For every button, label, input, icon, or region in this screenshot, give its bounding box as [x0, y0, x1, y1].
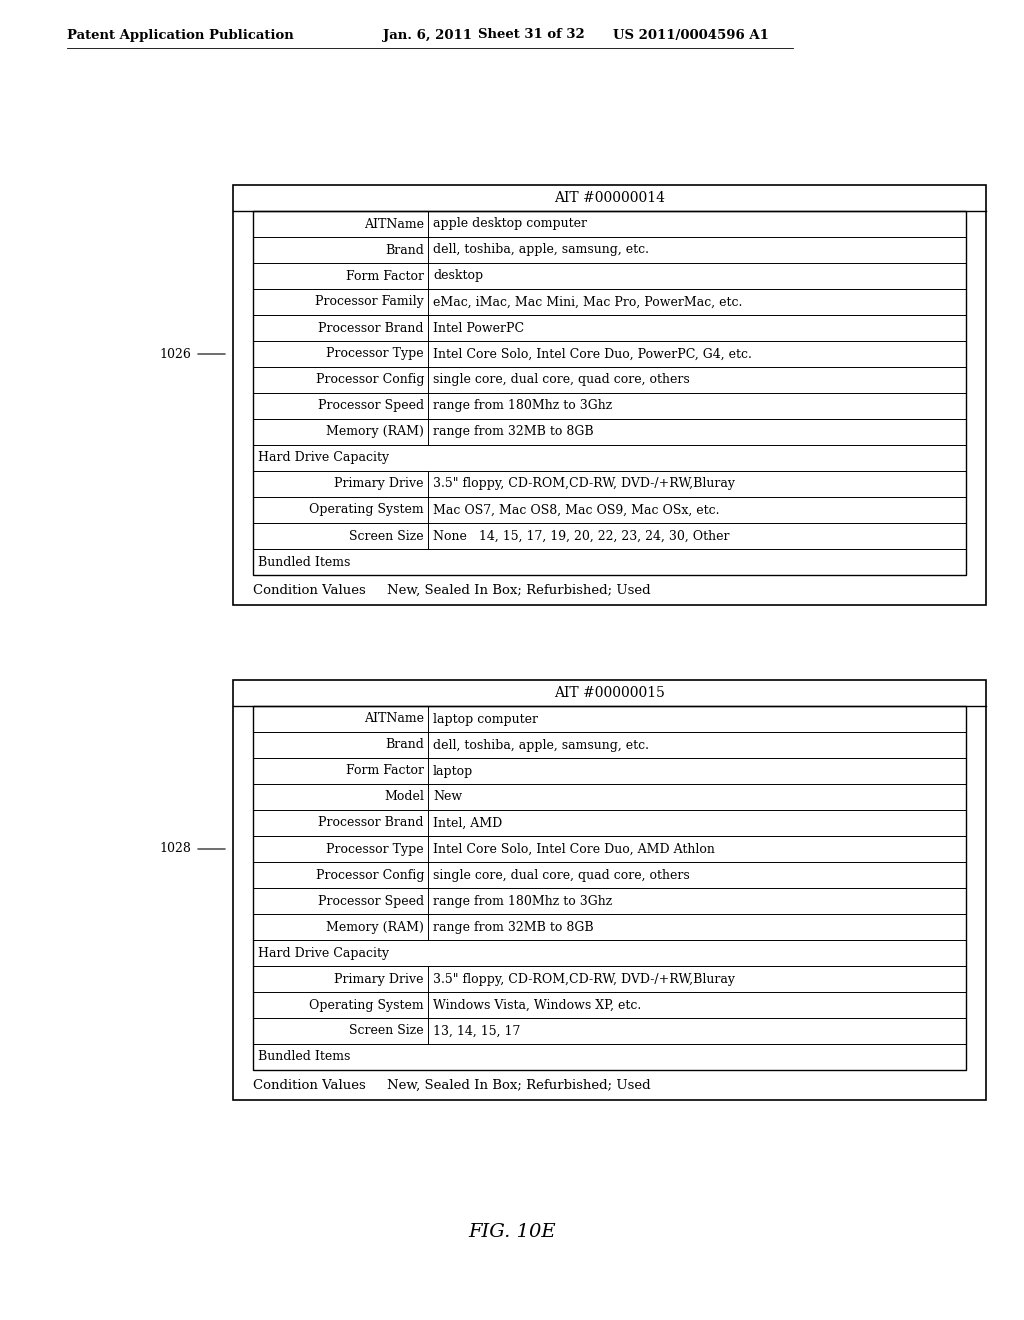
Text: US 2011/0004596 A1: US 2011/0004596 A1 — [613, 29, 769, 41]
Text: Form Factor: Form Factor — [346, 269, 424, 282]
Text: Primary Drive: Primary Drive — [335, 973, 424, 986]
Text: AITName: AITName — [364, 713, 424, 726]
Text: 13, 14, 15, 17: 13, 14, 15, 17 — [433, 1024, 520, 1038]
Text: Mac OS7, Mac OS8, Mac OS9, Mac OSx, etc.: Mac OS7, Mac OS8, Mac OS9, Mac OSx, etc. — [433, 503, 720, 516]
Text: 1026: 1026 — [159, 347, 191, 360]
Text: FIG. 10E: FIG. 10E — [468, 1224, 556, 1241]
Text: Bundled Items: Bundled Items — [258, 1051, 350, 1064]
Text: New: New — [433, 791, 462, 804]
Text: Intel Core Solo, Intel Core Duo, AMD Athlon: Intel Core Solo, Intel Core Duo, AMD Ath… — [433, 842, 715, 855]
Bar — [253, 211, 966, 576]
Text: 1028: 1028 — [159, 842, 191, 855]
Text: Model: Model — [384, 791, 424, 804]
Text: AITName: AITName — [364, 218, 424, 231]
Text: single core, dual core, quad core, others: single core, dual core, quad core, other… — [433, 869, 690, 882]
Text: Hard Drive Capacity: Hard Drive Capacity — [258, 946, 389, 960]
Text: Primary Drive: Primary Drive — [335, 478, 424, 491]
Text: Screen Size: Screen Size — [349, 529, 424, 543]
Text: Processor Config: Processor Config — [315, 374, 424, 387]
Text: Processor Family: Processor Family — [315, 296, 424, 309]
Text: Intel, AMD: Intel, AMD — [433, 817, 502, 829]
Text: Form Factor: Form Factor — [346, 764, 424, 777]
Text: apple desktop computer: apple desktop computer — [433, 218, 587, 231]
Text: range from 32MB to 8GB: range from 32MB to 8GB — [433, 425, 594, 438]
Text: laptop: laptop — [433, 764, 473, 777]
Text: Condition Values     New, Sealed In Box; Refurbished; Used: Condition Values New, Sealed In Box; Ref… — [253, 1078, 650, 1092]
Text: Condition Values     New, Sealed In Box; Refurbished; Used: Condition Values New, Sealed In Box; Ref… — [253, 583, 650, 597]
Text: range from 32MB to 8GB: range from 32MB to 8GB — [433, 920, 594, 933]
Text: AIT #00000014: AIT #00000014 — [554, 191, 665, 205]
Text: dell, toshiba, apple, samsung, etc.: dell, toshiba, apple, samsung, etc. — [433, 243, 649, 256]
Text: Brand: Brand — [385, 738, 424, 751]
Text: Processor Speed: Processor Speed — [317, 400, 424, 412]
Text: Processor Brand: Processor Brand — [318, 817, 424, 829]
Text: Operating System: Operating System — [309, 998, 424, 1011]
Text: Sheet 31 of 32: Sheet 31 of 32 — [478, 29, 585, 41]
Text: AIT #00000015: AIT #00000015 — [554, 686, 665, 700]
Bar — [253, 706, 966, 1071]
Text: Screen Size: Screen Size — [349, 1024, 424, 1038]
Text: Operating System: Operating System — [309, 503, 424, 516]
Text: Windows Vista, Windows XP, etc.: Windows Vista, Windows XP, etc. — [433, 998, 641, 1011]
Text: Brand: Brand — [385, 243, 424, 256]
Text: Processor Config: Processor Config — [315, 869, 424, 882]
Text: desktop: desktop — [433, 269, 483, 282]
Text: Processor Brand: Processor Brand — [318, 322, 424, 334]
Text: eMac, iMac, Mac Mini, Mac Pro, PowerMac, etc.: eMac, iMac, Mac Mini, Mac Pro, PowerMac,… — [433, 296, 742, 309]
Text: dell, toshiba, apple, samsung, etc.: dell, toshiba, apple, samsung, etc. — [433, 738, 649, 751]
Text: Processor Speed: Processor Speed — [317, 895, 424, 908]
Text: Hard Drive Capacity: Hard Drive Capacity — [258, 451, 389, 465]
Text: Memory (RAM): Memory (RAM) — [326, 920, 424, 933]
Text: None   14, 15, 17, 19, 20, 22, 23, 24, 30, Other: None 14, 15, 17, 19, 20, 22, 23, 24, 30,… — [433, 529, 729, 543]
Text: Bundled Items: Bundled Items — [258, 556, 350, 569]
Text: range from 180Mhz to 3Ghz: range from 180Mhz to 3Ghz — [433, 400, 612, 412]
Text: range from 180Mhz to 3Ghz: range from 180Mhz to 3Ghz — [433, 895, 612, 908]
Bar — [233, 185, 986, 605]
Text: Processor Type: Processor Type — [327, 347, 424, 360]
Text: Memory (RAM): Memory (RAM) — [326, 425, 424, 438]
Bar — [233, 680, 986, 1100]
Text: single core, dual core, quad core, others: single core, dual core, quad core, other… — [433, 374, 690, 387]
Text: 3.5" floppy, CD-ROM,CD-RW, DVD-/+RW,Bluray: 3.5" floppy, CD-ROM,CD-RW, DVD-/+RW,Blur… — [433, 478, 735, 491]
Text: Patent Application Publication: Patent Application Publication — [67, 29, 294, 41]
Text: Intel Core Solo, Intel Core Duo, PowerPC, G4, etc.: Intel Core Solo, Intel Core Duo, PowerPC… — [433, 347, 752, 360]
Text: Jan. 6, 2011: Jan. 6, 2011 — [383, 29, 472, 41]
Text: Intel PowerPC: Intel PowerPC — [433, 322, 524, 334]
Text: laptop computer: laptop computer — [433, 713, 538, 726]
Text: Processor Type: Processor Type — [327, 842, 424, 855]
Text: 3.5" floppy, CD-ROM,CD-RW, DVD-/+RW,Bluray: 3.5" floppy, CD-ROM,CD-RW, DVD-/+RW,Blur… — [433, 973, 735, 986]
